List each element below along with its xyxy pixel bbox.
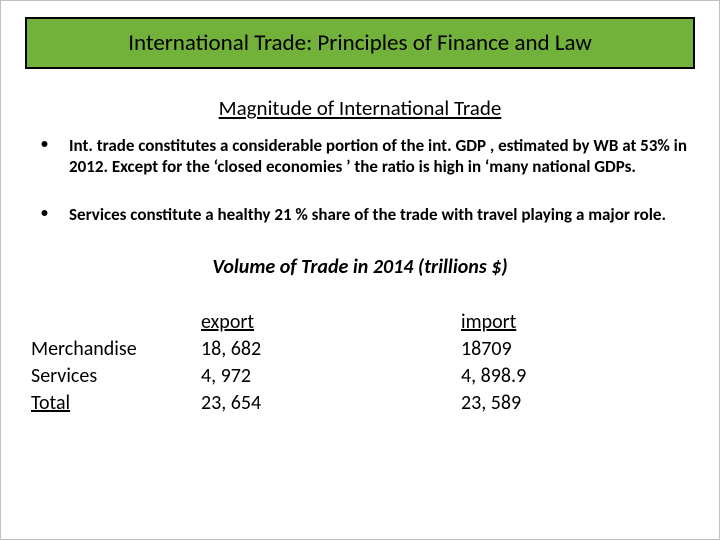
cell-import: 4, 898.9 [461, 363, 695, 390]
magnitude-subheading: Magnitude of International Trade [25, 95, 695, 121]
column-header-export: export [201, 309, 461, 336]
cell-export: 4, 972 [201, 363, 461, 390]
table-section-title: Volume of Trade in 2014 (trillions $) [25, 255, 695, 279]
title-banner: International Trade: Principles of Finan… [25, 17, 695, 69]
table-empty-corner [31, 309, 201, 336]
bullet-item: Services constitute a healthy 21 % share… [25, 204, 695, 225]
row-label: Merchandise [31, 336, 201, 363]
bullet-item: Int. trade constitutes a considerable po… [25, 135, 695, 178]
cell-import: 23, 589 [461, 390, 695, 417]
column-header-import: import [461, 309, 695, 336]
volume-of-trade-table: export import Merchandise 18, 682 18709 … [25, 309, 695, 417]
cell-import: 18709 [461, 336, 695, 363]
bullet-list: Int. trade constitutes a considerable po… [25, 135, 695, 225]
page-title: International Trade: Principles of Finan… [128, 29, 592, 57]
row-label-total: Total [31, 390, 201, 417]
cell-export: 18, 682 [201, 336, 461, 363]
cell-export: 23, 654 [201, 390, 461, 417]
row-label: Services [31, 363, 201, 390]
